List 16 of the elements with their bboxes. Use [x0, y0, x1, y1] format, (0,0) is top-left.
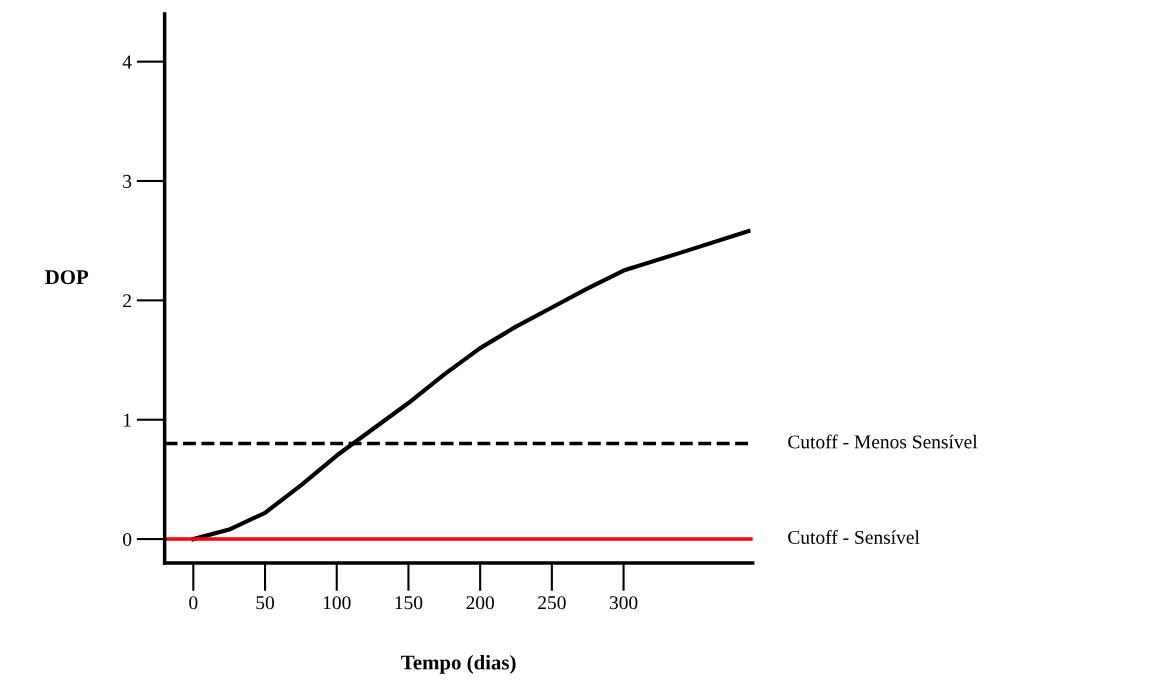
x-tick-label: 200	[466, 596, 494, 610]
y-tick-label: 0	[123, 532, 132, 547]
x-tick-label: 150	[395, 596, 423, 610]
y-tick-label: 1	[123, 413, 131, 427]
x-tick-label: 0	[189, 596, 198, 610]
y-tick-label: 3	[123, 174, 132, 188]
ref-line-label: Cutoff - Menos Sensível	[788, 434, 978, 449]
y-axis-title: DOP	[45, 270, 89, 285]
x-tick-label: 300	[609, 596, 638, 610]
y-tick-label: 4	[122, 55, 132, 69]
ref-line-label: Cutoff - Sensível	[788, 530, 920, 544]
x-tick-label: 250	[538, 596, 566, 610]
x-tick-label: 100	[323, 596, 351, 610]
y-tick-label: 2	[123, 294, 131, 308]
x-tick-label: 50	[256, 596, 275, 610]
x-axis-title: Tempo (dias)	[401, 654, 516, 674]
